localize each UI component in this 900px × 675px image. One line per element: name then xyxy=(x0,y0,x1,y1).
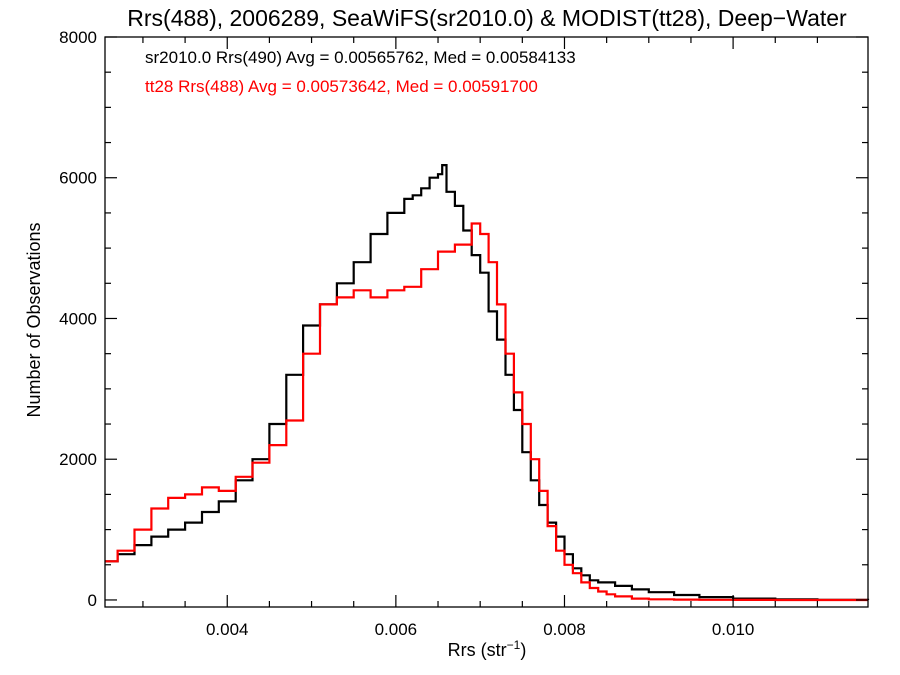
y-tick-label: 2000 xyxy=(59,450,97,469)
series-layer xyxy=(105,164,870,602)
x-tick-label: 0.008 xyxy=(543,620,586,639)
x-tick-label: 0.010 xyxy=(712,620,755,639)
plot-frame xyxy=(104,36,869,608)
ticks-layer: 0.004 0.006 0.008 0.010 0 2000 4000 6000 8000 xyxy=(59,28,868,639)
y-tick-label: 6000 xyxy=(59,169,97,188)
x-axis-label-main: Rrs (str xyxy=(448,640,507,660)
annotation-sr2010: sr2010.0 Rrs(490) Avg = 0.00565762, Med … xyxy=(145,48,576,67)
chart-title: Rrs(488), 2006289, SeaWiFS(sr2010.0) & M… xyxy=(127,5,847,31)
y-axis-label: Number of Observations xyxy=(24,222,44,417)
x-tick-label: 0.004 xyxy=(206,620,249,639)
x-axis-label-superscript: −1 xyxy=(507,638,521,652)
annotation-tt28: tt28 Rrs(488) Avg = 0.00573642, Med = 0.… xyxy=(145,77,538,96)
x-axis-label: Rrs (str−1) xyxy=(448,638,527,660)
y-tick-label: 4000 xyxy=(59,309,97,328)
y-tick-label: 0 xyxy=(88,591,97,610)
series-line-1 xyxy=(105,164,870,601)
x-axis-label-end: ) xyxy=(520,640,526,660)
series-line-2 xyxy=(105,222,868,602)
x-tick-label: 0.006 xyxy=(375,620,418,639)
y-tick-label: 8000 xyxy=(59,28,97,47)
